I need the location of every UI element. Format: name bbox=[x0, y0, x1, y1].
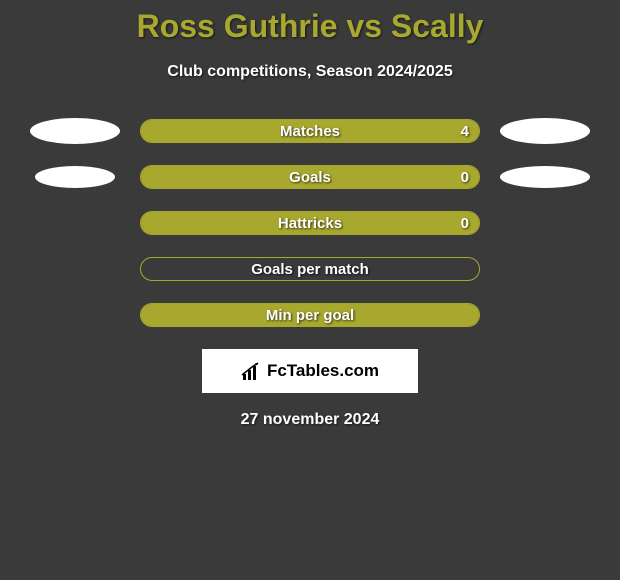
stat-label: Goals per match bbox=[141, 261, 479, 278]
stat-label: Matches bbox=[141, 123, 479, 140]
stat-bar: Goals0 bbox=[140, 165, 480, 189]
stat-bar: Goals per match bbox=[140, 257, 480, 281]
stats-block: Matches4Goals0Hattricks0Goals per matchM… bbox=[0, 119, 620, 327]
stat-row: Goals0 bbox=[0, 165, 620, 189]
stat-value: 0 bbox=[461, 215, 469, 232]
stat-row: Goals per match bbox=[0, 257, 620, 281]
stat-row: Matches4 bbox=[0, 119, 620, 143]
right-bubble bbox=[500, 118, 590, 144]
date-line: 27 november 2024 bbox=[0, 411, 620, 429]
stat-row: Hattricks0 bbox=[0, 211, 620, 235]
stat-bar: Matches4 bbox=[140, 119, 480, 143]
stat-value: 4 bbox=[461, 123, 469, 140]
stat-row: Min per goal bbox=[0, 303, 620, 327]
logo-box[interactable]: FcTables.com bbox=[202, 349, 418, 393]
stat-label: Hattricks bbox=[141, 215, 479, 232]
logo-text: FcTables.com bbox=[267, 361, 379, 381]
stat-label: Min per goal bbox=[141, 307, 479, 324]
chart-icon bbox=[241, 362, 263, 380]
stat-label: Goals bbox=[141, 169, 479, 186]
page-title: Ross Guthrie vs Scally bbox=[0, 0, 620, 45]
subtitle: Club competitions, Season 2024/2025 bbox=[0, 63, 620, 81]
stat-value: 0 bbox=[461, 169, 469, 186]
stat-bar: Min per goal bbox=[140, 303, 480, 327]
left-bubble bbox=[35, 166, 115, 188]
left-bubble bbox=[30, 118, 120, 144]
right-bubble bbox=[500, 166, 590, 188]
stat-bar: Hattricks0 bbox=[140, 211, 480, 235]
